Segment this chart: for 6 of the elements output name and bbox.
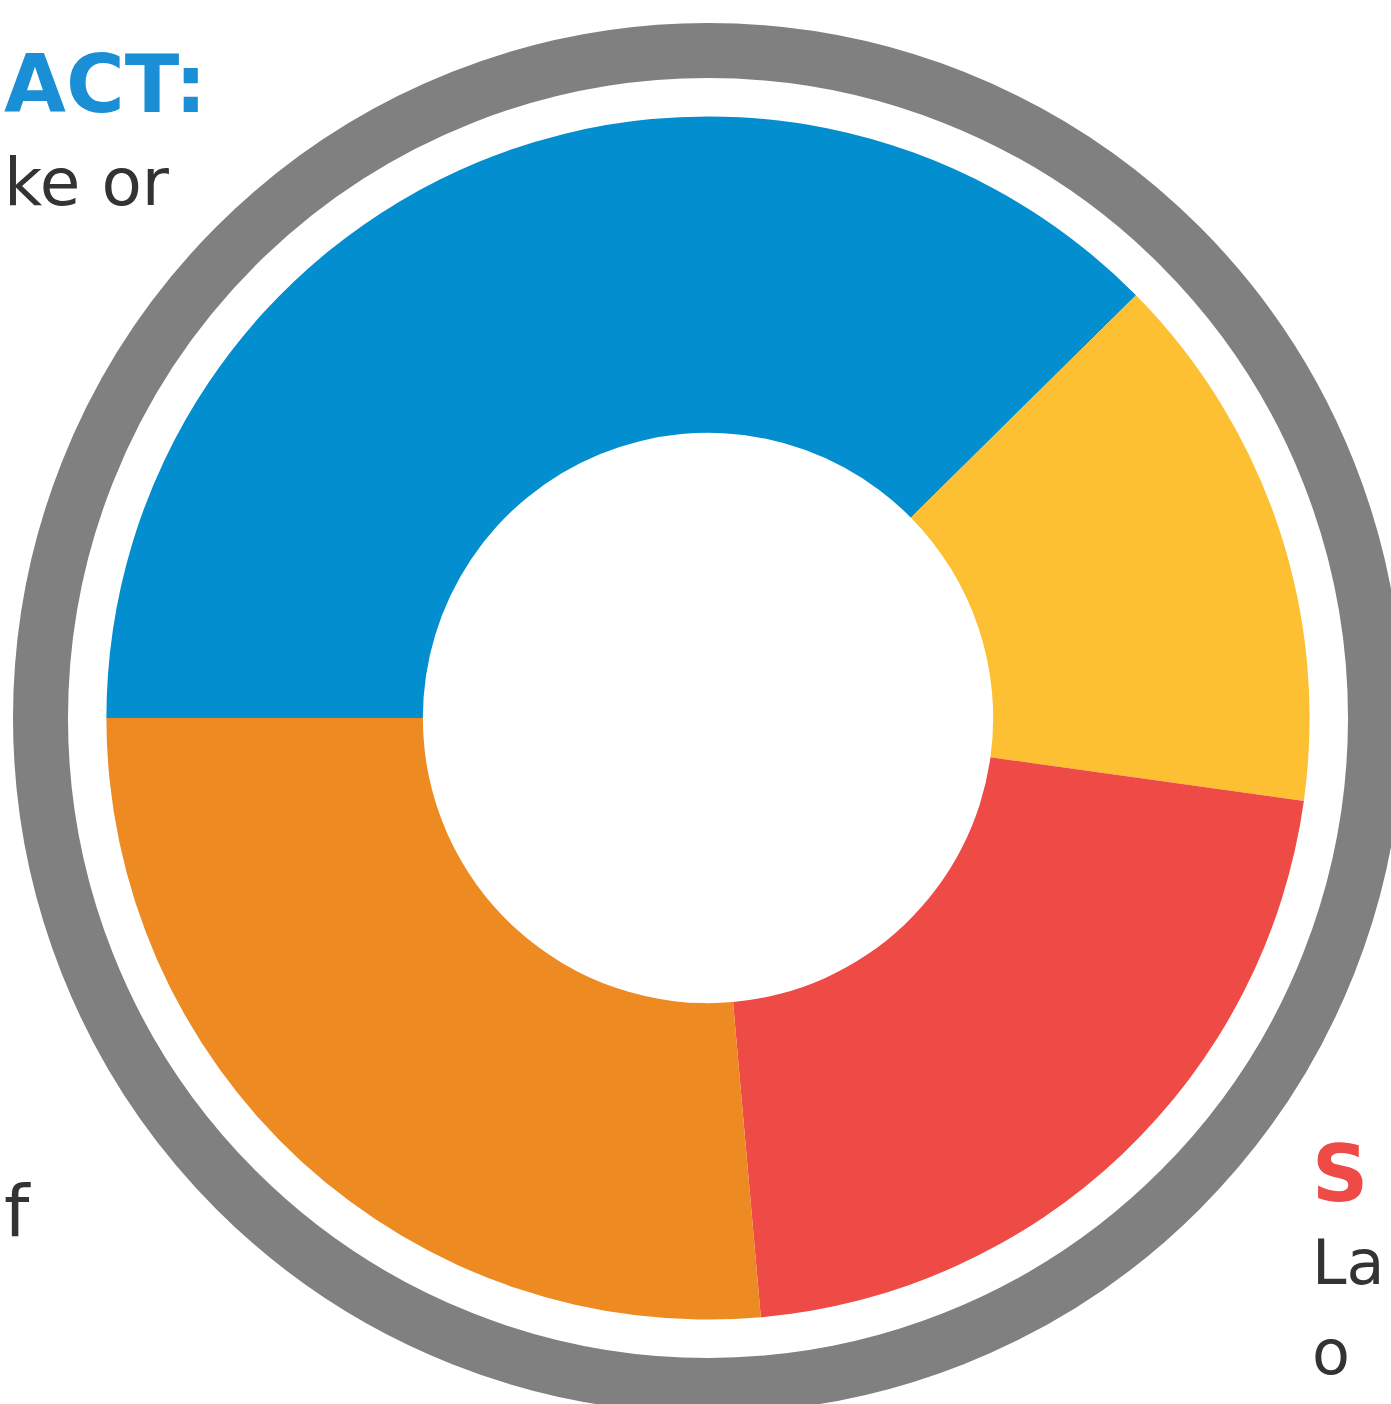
text: f [4, 1169, 30, 1253]
text: o [1312, 1316, 1350, 1389]
text: La [1312, 1226, 1385, 1299]
text: ke or [4, 144, 169, 221]
text: S [1312, 1129, 1369, 1219]
text: ACT: [4, 38, 207, 131]
